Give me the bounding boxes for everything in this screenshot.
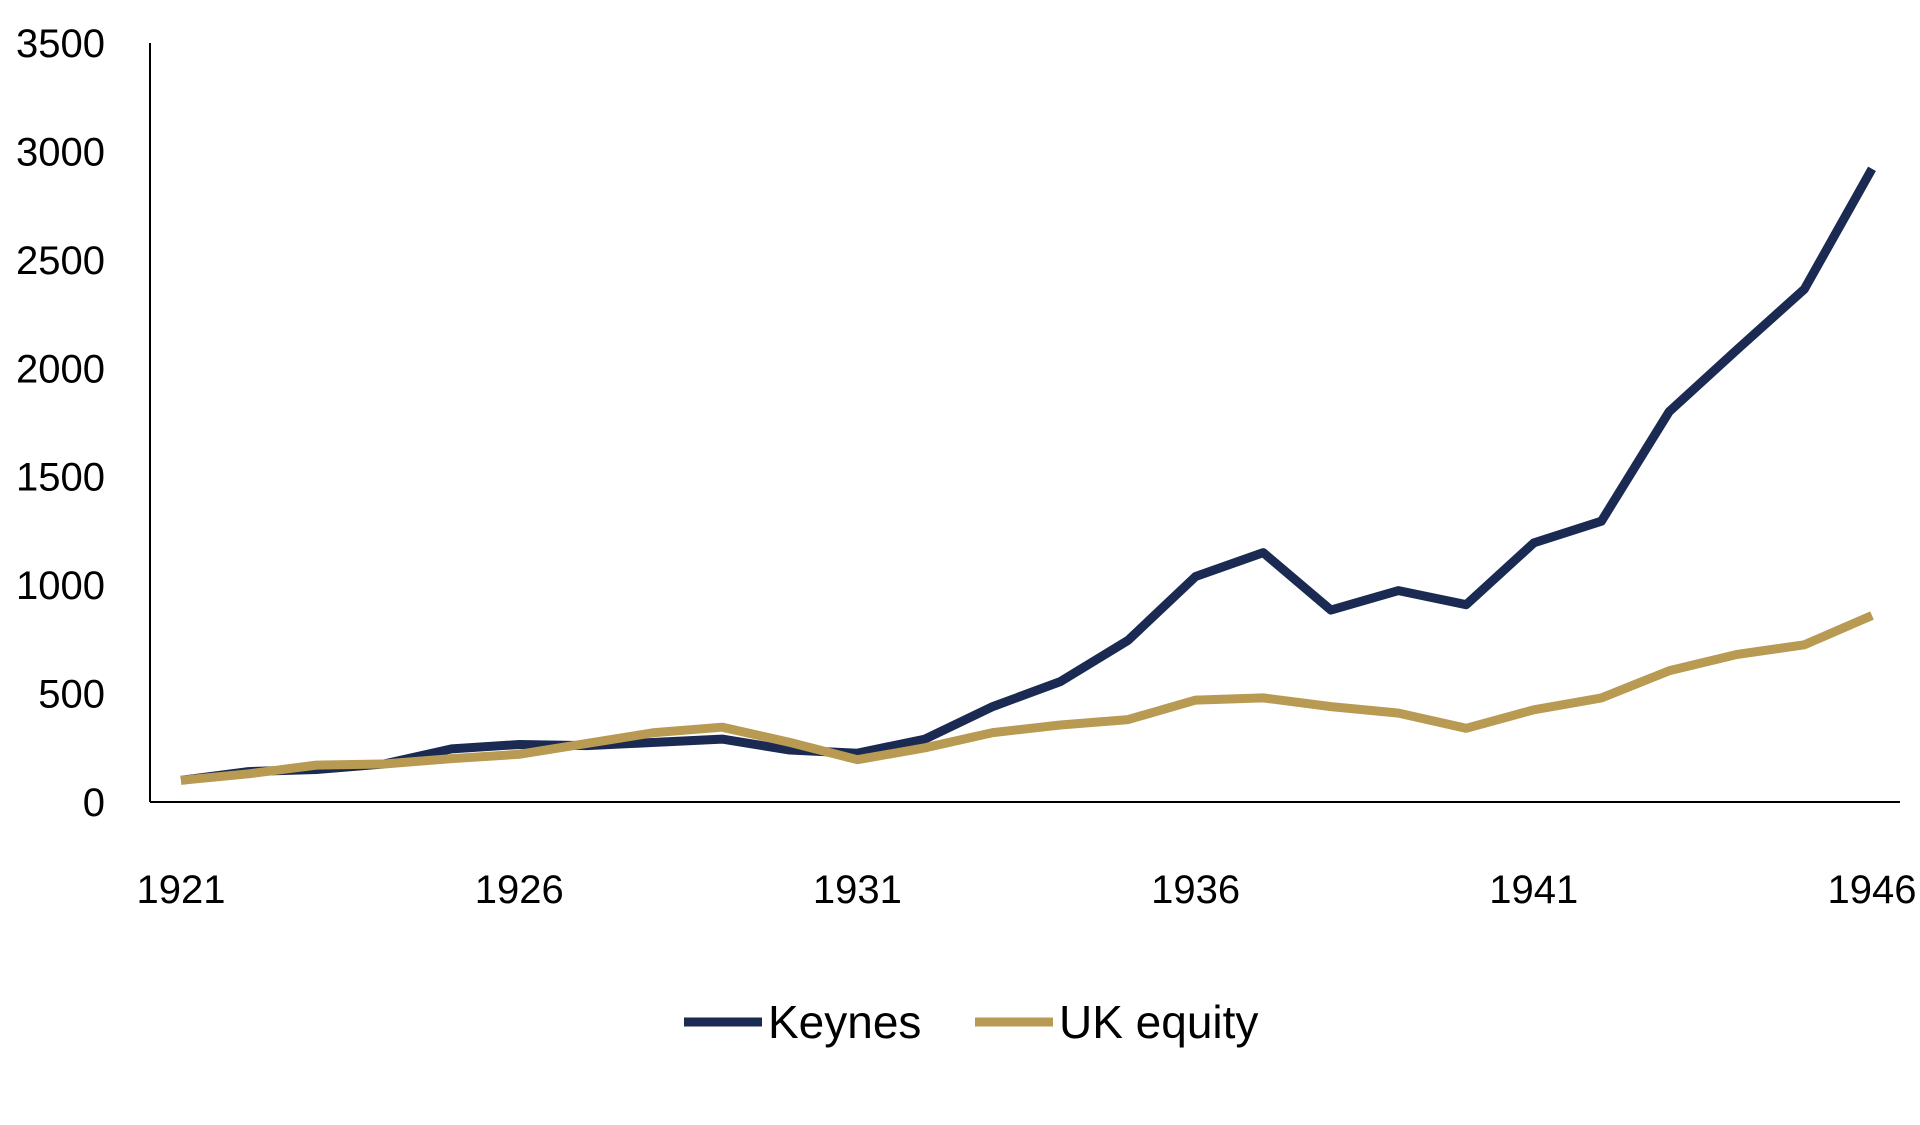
- y-tick-label: 500: [38, 673, 105, 717]
- x-tick-label: 1931: [813, 868, 902, 912]
- series-line-uk-equity: [180, 611, 1874, 785]
- y-tick-label: 2000: [16, 347, 105, 391]
- x-tick-label: 1936: [1151, 868, 1240, 912]
- x-tick-label: 1941: [1489, 868, 1578, 912]
- x-tick-label: 1946: [1828, 868, 1917, 912]
- y-tick-label: 1500: [16, 456, 105, 500]
- y-tick-label: 2500: [16, 239, 105, 283]
- legend-label-uk-equity: UK equity: [1059, 996, 1258, 1048]
- tick-labels: 0 500 1000 1500 2000 2500 3000 3500 1921 1926 1931…: [16, 22, 1916, 912]
- x-tick-label: 1921: [137, 868, 226, 912]
- legend-label-keynes: Keynes: [768, 996, 921, 1048]
- y-tick-label: 3500: [16, 22, 105, 66]
- legend: Keynes UK equity: [684, 996, 1258, 1048]
- y-tick-label: 1000: [16, 564, 105, 608]
- y-tick-label: 3000: [16, 130, 105, 174]
- series-lines: [180, 166, 1876, 785]
- series-line-keynes: [180, 166, 1876, 785]
- axes: [149, 43, 1900, 803]
- y-tick-label: 0: [83, 781, 105, 825]
- x-tick-label: 1926: [475, 868, 564, 912]
